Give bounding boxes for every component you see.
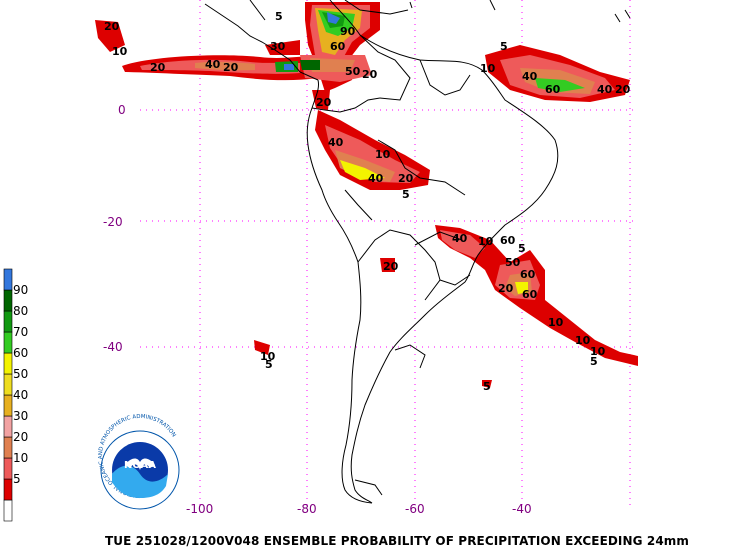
contour-labels: 20 10 20 40 20 30 5 90 60 50 20 20 40 10… (104, 10, 631, 393)
contour-label: 40 (522, 70, 538, 83)
legend-label: 20 (13, 430, 28, 444)
legend-label: 90 (13, 283, 28, 297)
contour-label: 50 (345, 65, 361, 78)
legend-swatch (3, 268, 13, 291)
contour-label: 20 (316, 96, 332, 109)
legend-label: 50 (13, 367, 28, 381)
legend-swatch (3, 352, 13, 375)
contour-label: 50 (505, 256, 521, 269)
legend-swatch (3, 478, 13, 501)
contour-label: 10 (260, 350, 276, 363)
contour-label: 20 (383, 260, 399, 273)
lon-tick: -60 (405, 502, 425, 516)
lon-tick: -100 (186, 502, 213, 516)
contour-label: 5 (500, 40, 508, 53)
contour-label: 60 (520, 268, 536, 281)
coastlines (204, 0, 631, 504)
legend-swatch (3, 289, 13, 312)
legend-swatch (3, 394, 13, 417)
contour-label: 90 (340, 25, 356, 38)
contour-label: 40 (205, 58, 221, 71)
contour-label: 5 (402, 188, 410, 201)
legend-label: 80 (13, 304, 28, 318)
contour-label: 20 (362, 68, 378, 81)
latitude-ticks: 0 -20 -40 (103, 103, 126, 354)
contour-label: 5 (265, 358, 273, 371)
contour-label: 60 (500, 234, 516, 247)
legend-swatch (3, 457, 13, 480)
legend-swatch (3, 310, 13, 333)
longitude-ticks: -100 -80 -60 -40 (186, 502, 532, 516)
contour-label: 10 (112, 45, 128, 58)
color-legend: 5 10 20 30 40 50 60 70 80 90 (3, 268, 28, 522)
legend-swatch (3, 499, 13, 522)
legend-label: 10 (13, 451, 28, 465)
contour-label: 5 (590, 355, 598, 368)
contour-label: 20 (104, 20, 120, 33)
precipitation-shading (95, 2, 638, 388)
contour-label: 5 (483, 380, 491, 393)
contour-label: 10 (590, 345, 606, 358)
legend-swatch (3, 331, 13, 354)
logo-text: NOAA (124, 460, 156, 471)
lat-tick: -40 (103, 340, 123, 354)
contour-label: 40 (368, 172, 384, 185)
legend-label: 60 (13, 346, 28, 360)
contour-label: 40 (328, 136, 344, 149)
contour-label: 5 (518, 242, 526, 255)
legend-label: 70 (13, 325, 28, 339)
contour-label: 60 (545, 83, 561, 96)
contour-label: 10 (480, 62, 496, 75)
contour-label: 10 (548, 316, 564, 329)
legend-swatch (3, 436, 13, 459)
legend-swatch (3, 373, 13, 396)
contour-label: 60 (522, 288, 538, 301)
lon-tick: -40 (512, 502, 532, 516)
contour-label: 60 (330, 40, 346, 53)
legend-swatch (3, 415, 13, 438)
lat-tick: 0 (118, 103, 126, 117)
contour-label: 10 (575, 334, 591, 347)
lon-tick: -80 (297, 502, 317, 516)
lat-tick: -20 (103, 215, 123, 229)
legend-label: 30 (13, 409, 28, 423)
legend-label: 40 (13, 388, 28, 402)
contour-label: 20 (498, 282, 514, 295)
contour-label: 20 (150, 61, 166, 74)
contour-label: 10 (375, 148, 391, 161)
contour-label: 20 (615, 83, 631, 96)
contour-label: 20 (223, 61, 239, 74)
contour-label: 40 (597, 83, 613, 96)
map-caption: TUE 251028/1200V048 ENSEMBLE PROBABILITY… (105, 534, 689, 548)
contour-label: 5 (275, 10, 283, 23)
contour-label: 30 (270, 40, 286, 53)
contour-label: 40 (452, 232, 468, 245)
contour-label: 10 (478, 235, 494, 248)
contour-label: 20 (398, 172, 414, 185)
legend-label: 5 (13, 472, 21, 486)
noaa-logo: NATIONAL OCEANIC AND ATMOSPHERIC ADMINIS… (98, 414, 180, 510)
